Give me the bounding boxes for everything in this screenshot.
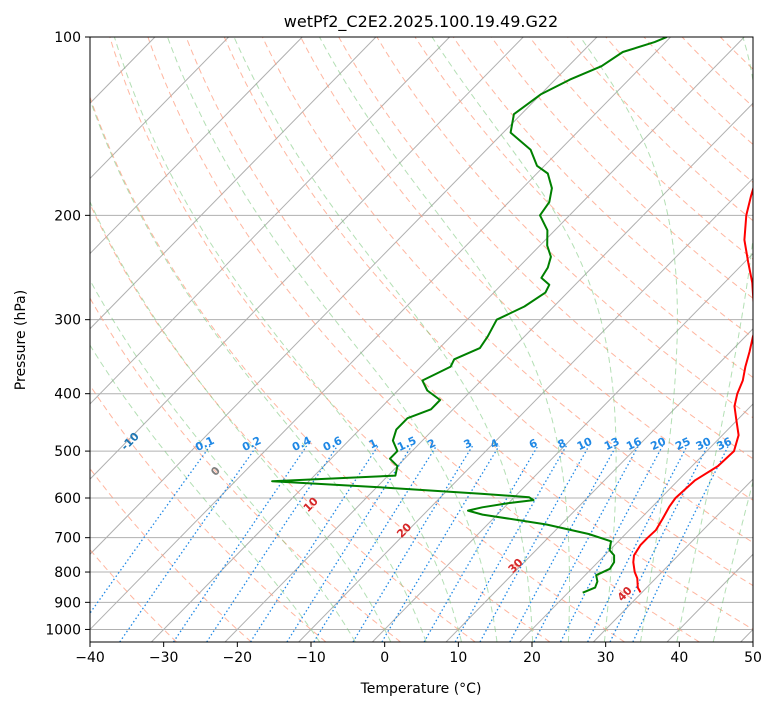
plot-area: 0.10.20.40.611.52346810131620253036-100-… — [90, 37, 753, 642]
mixing-ratio-line — [587, 445, 688, 642]
isotherm-gridline — [90, 37, 598, 555]
dry-adiabat-line — [376, 37, 753, 419]
dry-adiabat-line — [90, 202, 476, 642]
moist-adiabat-line — [233, 37, 534, 642]
mixing-ratio-line — [249, 445, 379, 642]
dry-adiabat-line — [90, 95, 551, 642]
moist-adiabat-line — [431, 37, 617, 642]
y-tick-label: 700 — [54, 531, 81, 547]
dewpoint-trace — [271, 37, 668, 594]
x-tick-label: −30 — [149, 650, 179, 666]
moist-adiabat-line — [90, 279, 356, 642]
x-tick-label: 30 — [597, 650, 615, 666]
y-tick-label: 600 — [54, 491, 81, 507]
x-tick-label: −20 — [223, 650, 253, 666]
y-tick-label: 200 — [54, 208, 81, 224]
y-tick-label: 900 — [54, 595, 81, 611]
mixing-ratio-line — [381, 445, 500, 642]
mixing-ratio-label: 10 — [575, 435, 595, 453]
mixing-ratio-label: 16 — [624, 435, 644, 453]
y-tick-label: 100 — [54, 30, 81, 46]
isotherm-gridline — [90, 37, 450, 405]
gridlines — [90, 37, 753, 642]
moist-adiabats — [90, 37, 753, 642]
x-tick-label: −40 — [75, 650, 105, 666]
moist-adiabat-line — [676, 37, 753, 642]
y-tick-label: 800 — [54, 565, 81, 581]
mixing-ratio-line — [313, 445, 437, 642]
mixing-ratio-line — [286, 445, 413, 642]
dry-adiabat-line — [90, 467, 252, 642]
mixing-ratio-line — [172, 445, 308, 642]
y-tick-label: 1000 — [45, 622, 81, 638]
moist-adiabat-line — [90, 344, 321, 642]
mixing-ratio-label: 36 — [715, 435, 735, 453]
dry-adiabat-line — [185, 37, 753, 630]
y-tick-label: 300 — [54, 313, 81, 329]
moist-adiabat-line — [579, 37, 678, 642]
isotherm-gridline — [593, 478, 753, 642]
mixing-ratio-line — [479, 445, 590, 642]
isotherm-gridline — [90, 37, 377, 330]
mixing-ratio-label: 30 — [694, 435, 714, 453]
moist-adiabat-line — [113, 37, 462, 642]
isotherm-gridline — [519, 403, 753, 642]
mixing-ratio-line — [206, 445, 339, 642]
temperature-trace — [632, 185, 753, 593]
y-tick-label: 500 — [54, 444, 81, 460]
isotherm-gridline — [90, 37, 229, 180]
isotherm-gridline — [372, 252, 753, 642]
mixing-ratio-label: 20 — [649, 435, 669, 453]
dry-adiabat-line — [90, 297, 401, 642]
x-tick-label: 20 — [523, 650, 541, 666]
isotherm-gridline — [151, 37, 745, 642]
dry-adiabat-line — [414, 37, 753, 379]
moist-adiabat-line — [167, 37, 498, 642]
dry-adiabat-line — [147, 37, 700, 642]
moist-adiabat-line — [319, 37, 570, 642]
x-tick-label: 50 — [744, 650, 762, 666]
chart-title: wetPf2_C2E2.2025.100.19.49.G22 — [284, 12, 558, 32]
isotherm-gridline — [90, 37, 524, 480]
y-tick-label: 400 — [54, 387, 81, 403]
axes: −40 −30 −20 −10 0 10 20 30 40 50 100 200 300 400 500 60… — [45, 30, 762, 666]
isotherm-gridline — [90, 37, 303, 255]
isotherm-gridline — [224, 102, 753, 642]
y-axis-label: Pressure (hPa) — [13, 290, 29, 390]
sounding-traces — [271, 37, 753, 594]
dry-adiabat-line — [338, 37, 753, 460]
dry-adiabats — [90, 37, 753, 642]
x-tick-label: 10 — [449, 650, 467, 666]
dry-adiabat-line — [223, 37, 753, 587]
dry-adiabat-line — [300, 37, 753, 501]
x-tick-label: −10 — [296, 650, 326, 666]
isotherm-gridline — [90, 37, 671, 631]
dry-adiabat-line — [261, 37, 753, 544]
isotherm-gridline — [298, 177, 753, 642]
mixing-ratio-line — [632, 445, 729, 642]
x-tick-label: 40 — [670, 650, 688, 666]
moist-adiabat-line — [90, 98, 427, 642]
mixing-ratio-label: 25 — [673, 435, 692, 453]
x-axis-label: Temperature (°C) — [360, 681, 482, 697]
dry-adiabat-line — [90, 384, 327, 642]
dry-adiabat-line — [109, 37, 625, 642]
x-tick-label: 0 — [380, 650, 389, 666]
moist-adiabat-line — [90, 200, 392, 642]
moist-adiabat-line — [712, 479, 753, 642]
isotherm-gridline — [445, 328, 753, 642]
mixing-ratio-label: 13 — [602, 435, 621, 453]
plot-frame — [89, 36, 754, 643]
mixing-ratio-line — [119, 445, 258, 642]
